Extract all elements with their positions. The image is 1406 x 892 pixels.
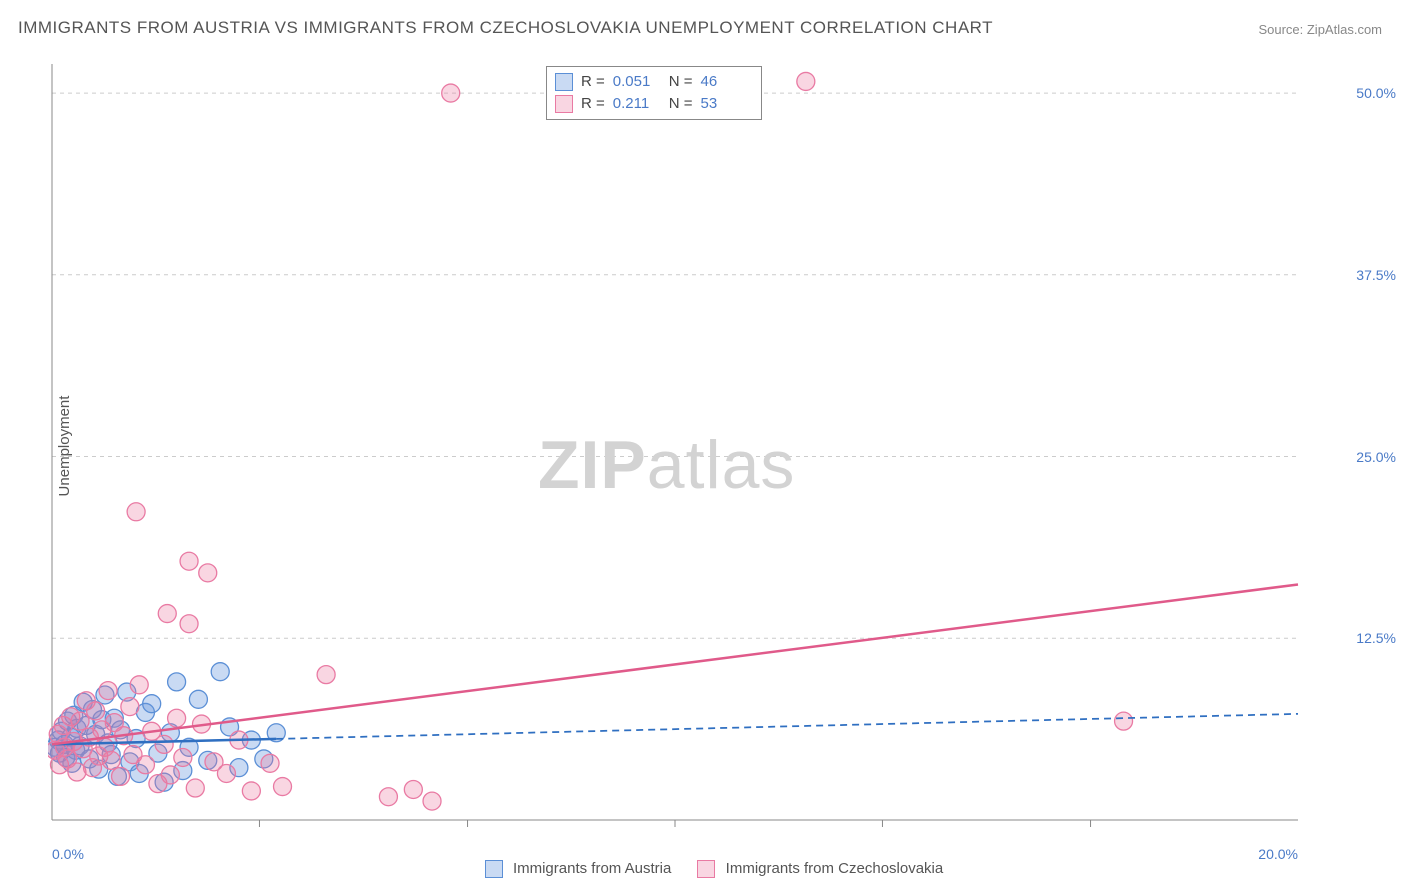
legend-label-austria: Immigrants from Austria [513,860,671,877]
r-label: R = [581,93,605,115]
legend-row-austria: R = 0.051 N = 46 [555,71,749,93]
source-attribution: Source: ZipAtlas.com [1258,22,1382,37]
r-label: R = [581,71,605,93]
n-label: N = [669,71,693,93]
y-tick-label: 37.5% [1356,267,1396,283]
series-legend: Immigrants from Austria Immigrants from … [0,860,1406,878]
n-label: N = [669,93,693,115]
legend-label-czech: Immigrants from Czechoslovakia [726,860,944,877]
correlation-legend: R = 0.051 N = 46 R = 0.211 N = 53 [546,66,762,120]
n-value-austria: 46 [701,71,749,93]
swatch-pink [697,860,715,878]
chart-plot-area: ZIPatlas R = 0.051 N = 46 R = 0.211 N = … [48,56,1348,836]
r-value-czech: 0.211 [613,93,661,115]
legend-row-czech: R = 0.211 N = 53 [555,93,749,115]
swatch-blue [555,73,573,91]
y-tick-label: 25.0% [1356,449,1396,465]
swatch-blue [485,860,503,878]
chart-title: IMMIGRANTS FROM AUSTRIA VS IMMIGRANTS FR… [18,18,993,38]
r-value-austria: 0.051 [613,71,661,93]
n-value-czech: 53 [701,93,749,115]
scatter-chart [48,56,1348,836]
y-tick-label: 50.0% [1356,85,1396,101]
swatch-pink [555,95,573,113]
y-tick-label: 12.5% [1356,630,1396,646]
